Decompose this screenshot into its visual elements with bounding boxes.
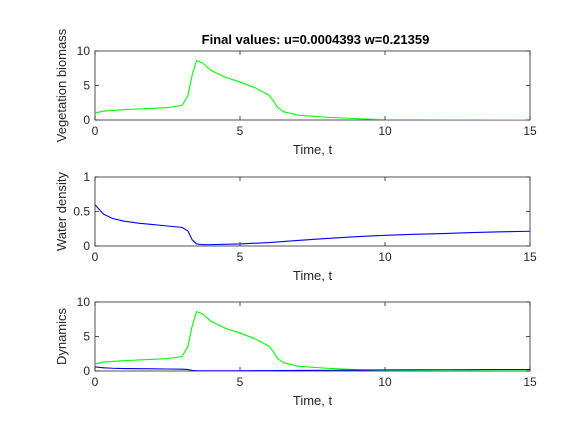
x-axis-label: Time, t	[293, 393, 333, 408]
plot-area	[94, 176, 531, 247]
x-tick-label: 5	[237, 124, 244, 138]
series-line-1	[95, 311, 530, 371]
y-tick-label: 0	[83, 364, 90, 378]
series-line-1	[95, 204, 530, 246]
subplot-3: 0 5 10 15 0 5 10 Time, t Dynamics	[54, 295, 537, 408]
x-tick-label: 10	[378, 124, 392, 138]
x-axis-label: Time, t	[293, 142, 333, 157]
subplot-2: 0 5 10 15 0 0.5 1 Time, t Water density	[54, 170, 537, 283]
x-tick-label: 10	[378, 250, 392, 264]
y-axis-label: Water density	[54, 172, 69, 251]
y-tick-label: 0	[83, 239, 90, 253]
plot-area	[94, 50, 531, 121]
y-tick-label: 1	[83, 170, 90, 184]
x-tick-label: 0	[92, 124, 99, 138]
subplot-1: 0 5 10 15 0 5 10 Time, t Vegetation biomass Final…	[54, 28, 537, 157]
y-tick-label: 10	[77, 295, 91, 309]
x-tick-label: 5	[237, 375, 244, 389]
x-tick-label: 15	[523, 375, 537, 389]
y-axis-label: Vegetation biomass	[54, 28, 69, 142]
y-tick-label: 5	[83, 79, 90, 93]
y-tick-label: 5	[83, 330, 90, 344]
x-axis-label: Time, t	[293, 268, 333, 283]
x-tick-label: 0	[92, 250, 99, 264]
x-tick-label: 15	[523, 250, 537, 264]
y-axis-label: Dynamics	[54, 307, 69, 365]
y-tick-label: 0.5	[73, 205, 90, 219]
plot-area	[94, 301, 531, 372]
y-tick-label: 10	[77, 44, 91, 58]
series-line-1	[95, 60, 530, 120]
y-tick-label: 0	[83, 113, 90, 127]
x-tick-label: 0	[92, 375, 99, 389]
chart-title: Final values: u=0.0004393 w=0.21359	[202, 32, 430, 47]
series-line-2	[95, 366, 530, 371]
x-tick-label: 10	[378, 375, 392, 389]
x-tick-label: 15	[523, 124, 537, 138]
x-tick-label: 5	[237, 250, 244, 264]
